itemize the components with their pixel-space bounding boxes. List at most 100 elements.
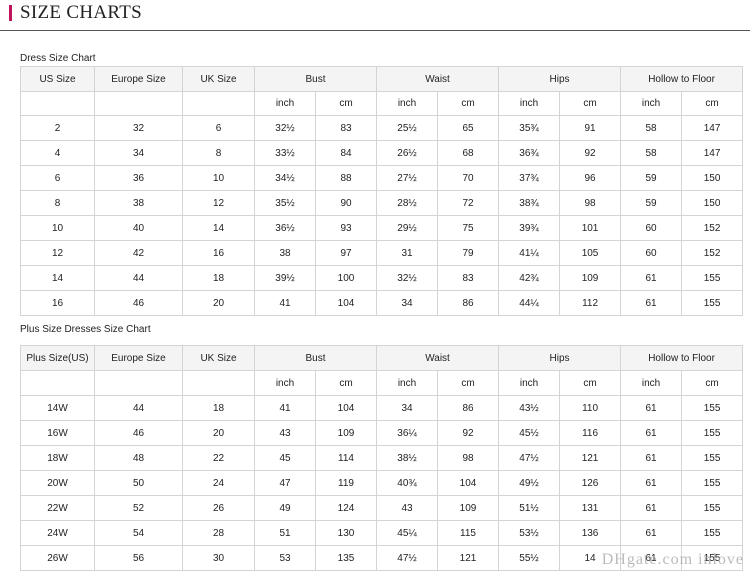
table-cell: 155 (681, 420, 744, 446)
page-title: SIZE CHARTS (20, 2, 142, 23)
table-cell: 112 (559, 290, 622, 316)
unit-header: inch (620, 91, 683, 116)
table-cell: 39½ (254, 265, 316, 291)
table-cell: 152 (681, 240, 744, 266)
table-cell: 155 (681, 470, 744, 496)
table-cell: 22 (182, 445, 255, 471)
table-cell: 147 (681, 115, 744, 141)
unit-header: inch (376, 91, 439, 116)
unit-header: cm (681, 370, 744, 396)
table-cell: 50 (94, 470, 183, 496)
table-cell: 27½ (376, 165, 439, 191)
table-cell: 22W (20, 495, 95, 521)
table-cell: 49 (254, 495, 316, 521)
unit-header: cm (314, 370, 378, 396)
table-cell: 38½ (376, 445, 439, 471)
unit-header: inch (498, 91, 561, 116)
table-cell: 119 (314, 470, 378, 496)
table-cell: 109 (314, 420, 378, 446)
table-cell: 68 (437, 140, 500, 166)
table-cell: 58 (620, 115, 683, 141)
table-cell: 45½ (498, 420, 561, 446)
table-cell: 114 (314, 445, 378, 471)
table-cell: 116 (559, 420, 622, 446)
table-cell: 43 (254, 420, 316, 446)
table-row: 22W 52 26 49 124 43 109 51½ 131 61 155 (20, 495, 744, 521)
table-cell: 24 (182, 470, 255, 496)
unit-row: inch cm inch cm inch cm inch cm (20, 91, 744, 116)
table-cell: 53 (254, 545, 316, 571)
table-cell: 124 (314, 495, 378, 521)
table-cell: 152 (681, 215, 744, 241)
table-cell: 61 (620, 520, 683, 546)
table-cell: 155 (681, 265, 744, 291)
unit-row: inch cm inch cm inch cm inch cm (20, 370, 744, 396)
column-header: Hips (498, 66, 622, 92)
table-cell: 61 (620, 290, 683, 316)
table-row: 12 42 16 38 97 31 79 41¼ 105 60 152 (20, 240, 744, 266)
table-cell: 126 (559, 470, 622, 496)
unit-header: cm (437, 370, 500, 396)
table-cell: 47 (254, 470, 316, 496)
table-cell: 49½ (498, 470, 561, 496)
table-cell: 55½ (498, 545, 561, 571)
table-cell: 56 (94, 545, 183, 571)
table-cell: 98 (559, 190, 622, 216)
unit-header: inch (498, 370, 561, 396)
table-cell: 83 (437, 265, 500, 291)
table-cell: 45 (254, 445, 316, 471)
column-header: UK Size (182, 66, 255, 92)
unit-header: inch (376, 370, 439, 396)
table-cell: 155 (681, 445, 744, 471)
table-cell: 26W (20, 545, 95, 571)
table-cell: 90 (314, 190, 378, 216)
table-cell: 10 (182, 165, 255, 191)
table-cell: 155 (681, 395, 744, 421)
table-cell: 61 (620, 445, 683, 471)
table-cell: 24W (20, 520, 95, 546)
empty-cell (20, 91, 95, 116)
header-row: Plus Size(US) Europe Size UK Size Bust Waist… (20, 345, 744, 371)
table-cell: 32½ (254, 115, 316, 141)
table-cell: 35½ (254, 190, 316, 216)
table-cell: 47½ (376, 545, 439, 571)
table-row: 4 34 8 33½ 84 26½ 68 36¾ 92 58 147 (20, 140, 744, 166)
table-cell: 16 (182, 240, 255, 266)
column-header: Hollow to Floor (620, 66, 744, 92)
plus-chart-caption: Plus Size Dresses Size Chart (20, 324, 151, 335)
table-cell: 18 (182, 395, 255, 421)
watermark: DHgate.com inlove (601, 551, 744, 568)
table-cell: 40¾ (376, 470, 439, 496)
table-cell: 131 (559, 495, 622, 521)
table-cell: 32½ (376, 265, 439, 291)
table-cell: 12 (182, 190, 255, 216)
column-header: Europe Size (94, 345, 183, 371)
table-cell: 110 (559, 395, 622, 421)
table-cell: 41 (254, 395, 316, 421)
table-cell: 41 (254, 290, 316, 316)
table-cell: 6 (20, 165, 95, 191)
table-cell: 59 (620, 190, 683, 216)
unit-header: cm (559, 91, 622, 116)
table-cell: 34 (376, 290, 439, 316)
table-cell: 104 (437, 470, 500, 496)
column-header: Plus Size(US) (20, 345, 95, 371)
empty-cell (20, 370, 95, 396)
table-cell: 14 (20, 265, 95, 291)
table-cell: 12 (20, 240, 95, 266)
table-row: 18W 48 22 45 114 38½ 98 47½ 121 61 155 (20, 445, 744, 471)
table-cell: 60 (620, 215, 683, 241)
table-cell: 29½ (376, 215, 439, 241)
table-cell: 42 (94, 240, 183, 266)
table-cell: 8 (20, 190, 95, 216)
table-cell: 93 (314, 215, 378, 241)
empty-cell (94, 91, 183, 116)
table-cell: 61 (620, 395, 683, 421)
table-cell: 14 (182, 215, 255, 241)
table-cell: 51½ (498, 495, 561, 521)
table-cell: 58 (620, 140, 683, 166)
table-cell: 79 (437, 240, 500, 266)
table-cell: 92 (437, 420, 500, 446)
table-row: 14W 44 18 41 104 34 86 43½ 110 61 155 (20, 395, 744, 421)
table-cell: 30 (182, 545, 255, 571)
